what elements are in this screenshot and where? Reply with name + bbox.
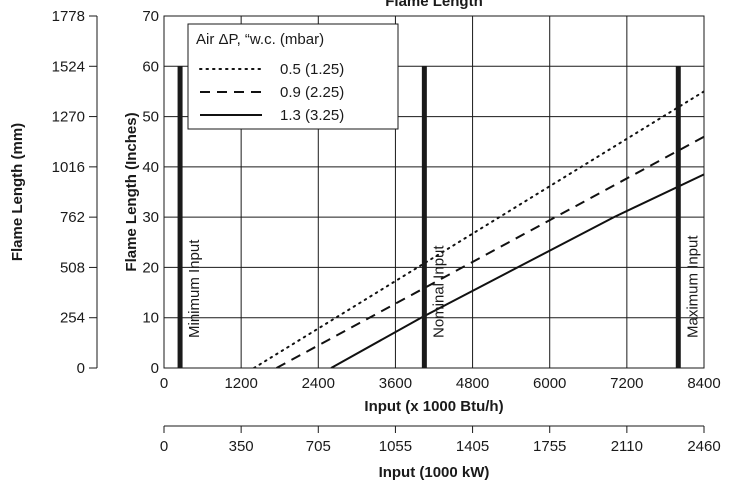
series-line-solid — [330, 173, 704, 368]
legend-entry-label: 0.9 (2.25) — [280, 84, 344, 101]
x-tick-labels: 0 1200 2400 3600 4800 6000 7200 8400 — [160, 375, 721, 392]
secondary-y-axis-title: Flame Length (mm) — [9, 123, 26, 261]
secondary-x-tick-label: 2460 — [687, 438, 720, 455]
series-lines — [253, 90, 704, 368]
secondary-y-tick-label: 762 — [60, 209, 85, 226]
x-tick-label: 6000 — [533, 375, 566, 392]
secondary-y-tick-label: 1016 — [52, 159, 85, 176]
x-tick-label: 2400 — [302, 375, 335, 392]
secondary-x-axis: 0 350 705 1055 1405 1755 2110 2460 — [160, 425, 721, 455]
marker-label: Maximum Input — [684, 235, 701, 338]
secondary-y-tick-label: 254 — [60, 310, 85, 327]
y-tick-label: 50 — [142, 109, 159, 126]
y-tick-label: 40 — [142, 159, 159, 176]
y-tick-label: 60 — [142, 58, 159, 75]
input-markers: Minimum Input Nominal Input Maximum Input — [177, 66, 701, 368]
secondary-y-tick-label: 1524 — [52, 58, 85, 75]
secondary-x-tick-label: 2110 — [611, 438, 643, 455]
secondary-y-tick-label: 1778 — [52, 8, 85, 25]
series-line-dotted — [253, 90, 704, 368]
legend: Air ΔP, “w.c. (mbar) 0.5 (1.25) 0.9 (2.25)… — [187, 23, 399, 130]
secondary-x-tick-label: 0 — [160, 438, 168, 455]
secondary-y-axis: 0 254 508 762 1016 1270 1524 1778 — [52, 8, 98, 377]
x-tick-label: 7200 — [610, 375, 643, 392]
legend-title: Air ΔP, “w.c. (mbar) — [196, 31, 324, 48]
secondary-x-tick-label: 1055 — [379, 438, 412, 455]
secondary-x-tick-label: 350 — [229, 438, 254, 455]
legend-entry-label: 1.3 (3.25) — [280, 107, 344, 124]
secondary-x-axis-title: Input (1000 kW) — [379, 464, 490, 481]
y-tick-label: 0 — [151, 360, 159, 377]
y-tick-label: 20 — [142, 259, 159, 276]
y-tick-labels: 0 10 20 30 40 50 60 70 — [142, 8, 159, 377]
y-tick-label: 70 — [142, 8, 159, 25]
legend-entry-label: 0.5 (1.25) — [280, 61, 344, 78]
series-line-dashed — [276, 135, 704, 368]
x-tick-label: 0 — [160, 375, 168, 392]
x-axis-title: Input (x 1000 Btu/h) — [364, 398, 503, 415]
x-tick-label: 3600 — [379, 375, 412, 392]
secondary-y-tick-label: 508 — [60, 259, 85, 276]
y-tick-label: 30 — [142, 209, 159, 226]
secondary-y-tick-label: 0 — [77, 360, 85, 377]
secondary-x-tick-label: 705 — [306, 438, 331, 455]
y-tick-label: 10 — [142, 310, 159, 327]
legend-box — [187, 23, 399, 130]
plot-frame — [163, 15, 705, 369]
y-axis-title: Flame Length (Inches) — [123, 112, 140, 271]
secondary-x-tick-label: 1755 — [533, 438, 566, 455]
secondary-y-tick-label: 1270 — [52, 109, 85, 126]
secondary-x-tick-label: 1405 — [456, 438, 489, 455]
x-tick-label: 4800 — [456, 375, 489, 392]
marker-label: Minimum Input — [186, 239, 203, 338]
x-tick-label: 8400 — [687, 375, 720, 392]
marker-label: Nominal Input — [430, 245, 447, 338]
chart-title: Flame Length — [385, 0, 483, 10]
x-tick-label: 1200 — [224, 375, 257, 392]
